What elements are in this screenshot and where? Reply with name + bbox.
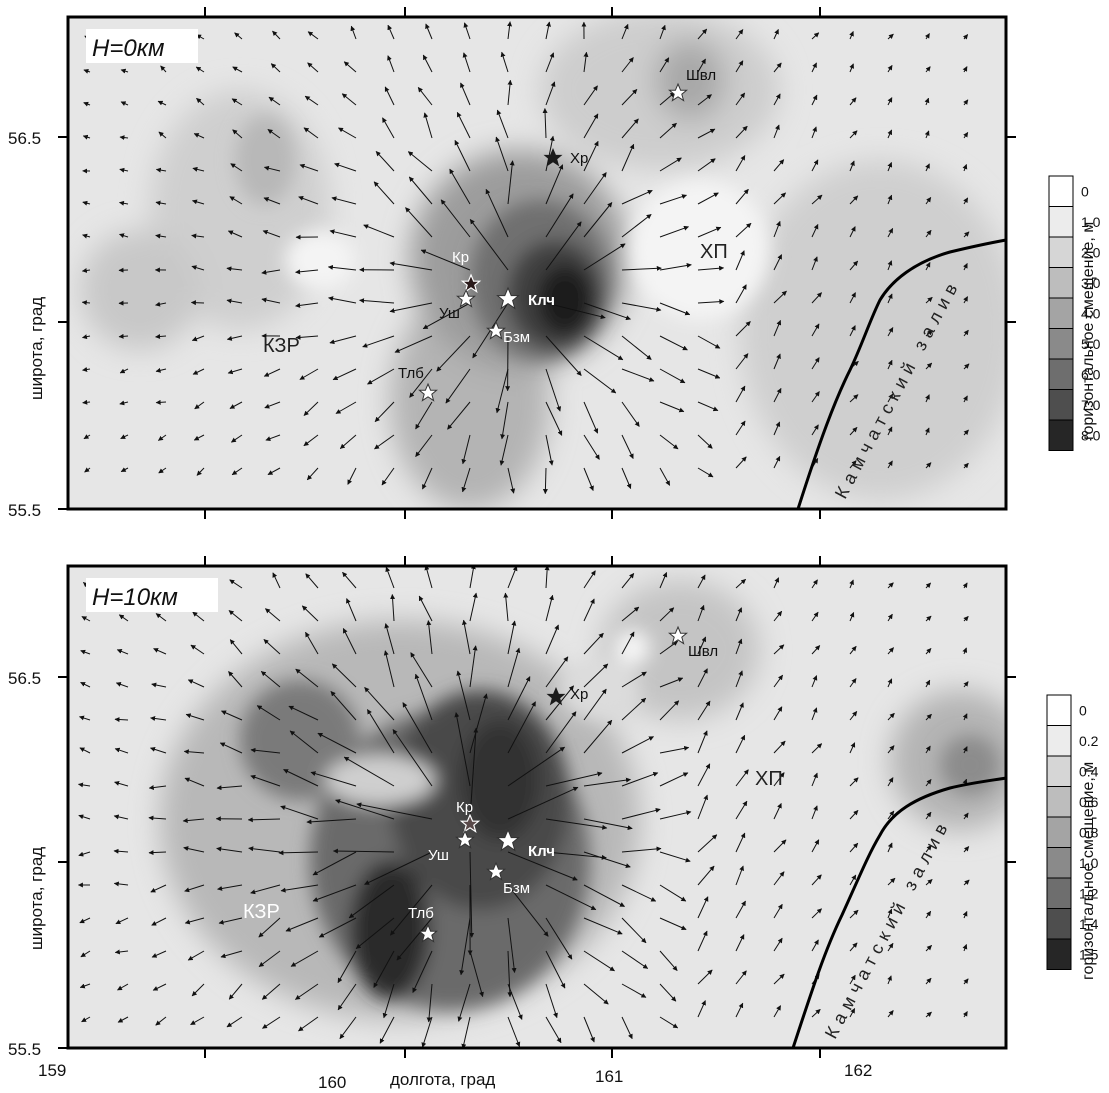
colorbar-swatch [1047,787,1071,818]
svg-text:Хр: Хр [570,150,588,167]
y-tick: 56.5 [8,669,41,688]
vector-arrow [545,468,546,494]
vector-arrow [191,303,204,304]
colorbar-swatch [1049,237,1073,268]
svg-text:Уш: Уш [428,847,449,864]
colorbar-swatch [1047,939,1071,970]
svg-text:Бзм: Бзм [503,329,530,346]
colorbar-title: горизонтальное смещение, м [1080,222,1097,440]
displacement-shading [68,566,1030,1048]
colorbar-swatch [1047,695,1071,726]
colorbar-swatch [1049,329,1073,360]
svg-text:Клч: Клч [528,843,555,860]
svg-text:Клч: Клч [528,292,555,309]
y-tick: 56.5 [8,129,41,148]
panel-h10: H=10км КЗР ХП Камчатский залив Швл Хр Кр… [8,556,1099,1059]
svg-text:Бзм: Бзм [503,880,530,897]
y-tick: 55.5 [8,501,41,520]
x-axis-title: долгота, град [390,1070,495,1089]
depth-label: H=0км [92,35,164,62]
svg-text:Хр: Хр [570,686,588,703]
colorbar-swatch [1047,878,1071,909]
y-tick: 55.5 [8,1040,41,1059]
vector-arrow [156,402,166,403]
vector-arrow [115,719,128,720]
colorbar-label: 0.2 [1079,733,1099,749]
x-tick: 162 [844,1061,872,1080]
x-tick: 161 [595,1067,623,1086]
colorbar-swatch [1049,298,1073,329]
colorbar-swatch [1049,268,1073,299]
colorbar-swatch [1047,756,1071,787]
vector-arrow [119,336,128,337]
region-label-kzr: КЗР [243,901,280,923]
colorbar-label: 0 [1081,183,1089,199]
svg-text:Кр: Кр [452,249,469,266]
region-label-khp: ХП [700,241,728,263]
svg-text:Швл: Швл [686,67,716,84]
colorbar-swatch [1049,176,1073,207]
colorbar-label: 0 [1079,702,1087,718]
colorbar-swatch [1049,207,1073,238]
colorbar-swatch [1049,420,1073,451]
svg-text:Тлб: Тлб [398,365,424,382]
y-axis-title: широта, град [27,297,46,400]
svg-text:Тлб: Тлб [408,905,434,922]
colorbar-swatch [1047,848,1071,879]
svg-text:Кр: Кр [456,799,473,816]
colorbar-title: горизонтальное смещение, м [1080,762,1097,980]
colorbar-swatch [1049,390,1073,421]
x-tick: 159 [38,1061,66,1080]
colorbar-swatch [1047,817,1071,848]
svg-text:Швл: Швл [688,643,718,660]
colorbar-swatch [1049,359,1073,390]
panel-h0: H=0км КЗР ХП Камчатский залив Швл Хр Кр … [8,7,1101,520]
x-axis: 159 160 161 162 долгота, град [38,1061,872,1092]
colorbar-swatch [1047,726,1071,757]
x-tick: 160 [318,1073,346,1092]
colorbar-swatch [1047,909,1071,940]
region-label-khp: ХП [755,768,783,790]
svg-text:Уш: Уш [439,305,460,322]
depth-label: H=10км [92,584,178,611]
y-axis-title: широта, град [27,847,46,950]
region-label-kzr: КЗР [263,335,300,357]
